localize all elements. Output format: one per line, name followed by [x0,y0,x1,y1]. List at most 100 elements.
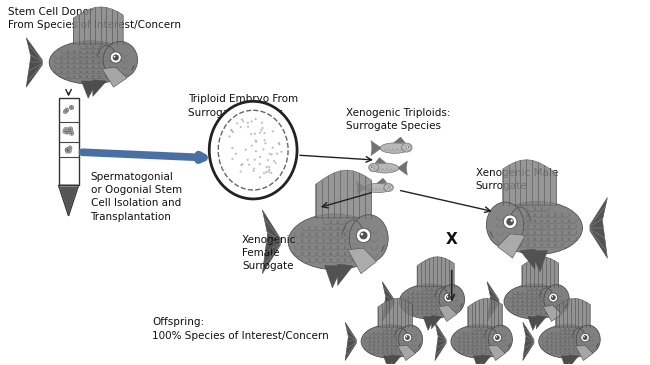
Circle shape [403,333,411,342]
Ellipse shape [486,202,524,247]
Ellipse shape [493,201,582,254]
Circle shape [66,129,72,134]
Polygon shape [520,249,535,269]
Circle shape [67,150,68,152]
Circle shape [68,150,69,151]
Polygon shape [337,264,353,285]
Circle shape [583,336,585,338]
Ellipse shape [451,324,508,358]
Circle shape [231,158,233,160]
Circle shape [247,122,249,124]
Circle shape [259,163,261,165]
Circle shape [406,336,407,338]
Polygon shape [102,68,127,87]
Text: Offspring:
100% Species of Interest/Concern: Offspring: 100% Species of Interest/Conc… [152,318,329,341]
Circle shape [408,146,410,148]
Polygon shape [569,355,578,365]
Polygon shape [435,322,446,361]
Circle shape [270,153,273,155]
Circle shape [260,129,263,131]
Polygon shape [536,315,547,329]
Circle shape [68,146,72,150]
Circle shape [232,131,234,133]
Ellipse shape [504,284,565,319]
Polygon shape [345,322,356,361]
Circle shape [255,150,257,152]
Ellipse shape [402,143,412,152]
Polygon shape [315,170,371,218]
Circle shape [389,186,391,188]
Text: Spermatogonial
or Oogonial Stem
Cell Isolation and
Transplantation: Spermatogonial or Oogonial Stem Cell Iso… [90,172,181,222]
Circle shape [65,129,67,130]
Circle shape [549,293,558,302]
Circle shape [261,127,264,129]
Circle shape [66,149,68,151]
Circle shape [228,135,231,138]
Circle shape [254,158,255,161]
Circle shape [65,148,69,152]
Polygon shape [378,298,412,327]
Circle shape [495,335,500,340]
Polygon shape [393,137,406,143]
Circle shape [270,172,272,174]
Circle shape [68,127,73,131]
Circle shape [68,149,72,153]
Circle shape [70,105,73,109]
Ellipse shape [380,143,410,153]
Circle shape [493,333,502,342]
Circle shape [268,171,270,173]
Circle shape [252,170,255,172]
Circle shape [259,132,261,134]
Circle shape [240,170,242,173]
Circle shape [278,143,280,145]
Circle shape [70,147,71,149]
Ellipse shape [539,324,596,358]
Circle shape [444,293,453,302]
Circle shape [580,333,590,342]
Circle shape [274,162,277,164]
Circle shape [506,218,514,226]
Circle shape [265,142,266,145]
Circle shape [261,122,263,124]
Circle shape [68,131,70,132]
Circle shape [250,145,253,147]
Polygon shape [488,345,505,361]
Circle shape [251,120,253,123]
Circle shape [255,139,257,141]
Circle shape [255,141,257,143]
Polygon shape [417,257,454,287]
Polygon shape [543,306,562,322]
Polygon shape [398,345,415,361]
Polygon shape [487,282,499,322]
Polygon shape [468,298,502,327]
Circle shape [370,165,374,169]
Text: X: X [446,232,458,247]
Circle shape [70,128,72,130]
Circle shape [63,129,68,134]
Circle shape [503,215,517,228]
Circle shape [230,129,232,131]
Circle shape [268,169,270,171]
Text: Xenogenic Triploids:
Surrogate Species: Xenogenic Triploids: Surrogate Species [346,108,450,131]
Circle shape [65,130,70,134]
Circle shape [446,295,451,300]
Polygon shape [73,7,123,44]
Circle shape [254,132,256,135]
Polygon shape [423,316,435,330]
Circle shape [70,106,73,110]
Polygon shape [324,266,343,288]
Text: Triploid Embryo From
Surrogate Species: Triploid Embryo From Surrogate Species [188,94,298,118]
Ellipse shape [349,215,388,262]
Ellipse shape [365,183,391,193]
Circle shape [242,120,244,123]
Circle shape [582,335,588,340]
Text: Xenogenic
Female
Surrogate: Xenogenic Female Surrogate [242,235,296,271]
Polygon shape [371,141,380,155]
Polygon shape [60,186,77,215]
Circle shape [70,129,72,131]
Polygon shape [522,257,558,287]
Ellipse shape [49,41,132,84]
Polygon shape [502,160,556,205]
Circle shape [495,336,497,338]
Polygon shape [575,345,593,361]
